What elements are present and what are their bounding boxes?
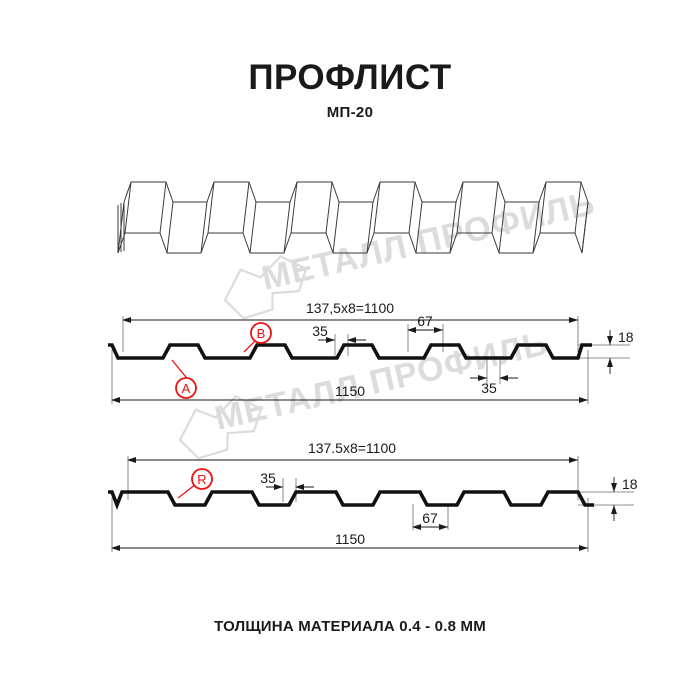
dim-height-bottom-label: 18 (622, 476, 638, 492)
marker-a-group: A (171, 359, 197, 399)
dim-total-bottom-label: 1150 (335, 531, 365, 547)
marker-r-label: R (197, 472, 206, 487)
marker-b-label: B (257, 326, 266, 341)
dim-crest-bottom-label: 67 (422, 510, 438, 526)
dim-pitch-bottom: 137.5x8=1100 (127, 440, 578, 463)
dim-crest-top-label: 67 (417, 313, 433, 329)
dim-total-top: 1150 (111, 383, 588, 403)
material-thickness-note: ТОЛЩИНА МАТЕРИАЛА 0.4 - 0.8 ММ (214, 618, 486, 635)
iso-sheet-body (117, 181, 589, 254)
section-bottom-extension-lines (111, 456, 634, 552)
watermark-logo-shape (223, 255, 308, 320)
dim-valley2-top-label: 35 (481, 380, 497, 396)
dim-pitch-top: 137,5x8=1100 (122, 300, 578, 323)
watermark-logo-shape-2 (178, 395, 263, 460)
dim-valley-top: 35 (312, 323, 366, 343)
dim-crest-bottom: 67 (412, 510, 448, 530)
profile-polyline-bottom (108, 490, 594, 511)
dim-total-bottom: 1150 (111, 531, 588, 551)
dim-valley-bottom-label: 35 (260, 470, 276, 486)
dim-height-top-label: 18 (618, 329, 634, 345)
dim-valley2-top: 35 (470, 375, 518, 396)
dim-total-top-label: 1150 (335, 383, 365, 399)
profile-polyline-top (108, 343, 592, 360)
page-subtitle: МП-20 (326, 104, 374, 121)
marker-r-circle (191, 468, 213, 490)
page-title: ПРОФЛИСТ (248, 58, 452, 97)
dim-pitch-top-label: 137,5x8=1100 (306, 300, 394, 316)
marker-a-circle (175, 377, 197, 399)
dim-height-bottom: 18 (611, 476, 638, 521)
dim-valley-bottom: 35 (260, 470, 314, 490)
marker-r-group: R (177, 468, 213, 499)
dim-crest-top: 67 (407, 313, 443, 333)
marker-b-group: B (243, 322, 272, 353)
dim-height-top: 18 (607, 329, 634, 374)
dim-pitch-bottom-label: 137.5x8=1100 (308, 440, 396, 456)
marker-b-circle (250, 322, 272, 344)
marker-a-label: A (182, 381, 191, 396)
dim-valley-top-label: 35 (312, 323, 328, 339)
